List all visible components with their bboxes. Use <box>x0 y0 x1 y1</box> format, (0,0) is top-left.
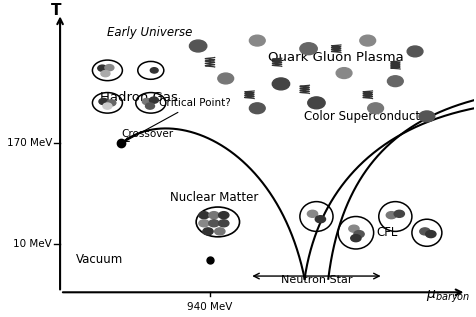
Circle shape <box>142 98 151 105</box>
Text: Crossover: Crossover <box>121 129 173 139</box>
Circle shape <box>307 210 317 217</box>
Circle shape <box>149 97 158 103</box>
Circle shape <box>315 216 325 223</box>
Circle shape <box>107 100 116 106</box>
Circle shape <box>353 230 363 238</box>
Circle shape <box>350 235 360 242</box>
Text: T: T <box>51 3 61 18</box>
Text: $\mu_{baryon}$: $\mu_{baryon}$ <box>425 289 469 305</box>
Text: Quark Gluon Plasma: Quark Gluon Plasma <box>268 50 403 63</box>
Circle shape <box>387 76 402 87</box>
Circle shape <box>98 65 107 71</box>
Circle shape <box>198 220 209 227</box>
Circle shape <box>299 43 317 55</box>
Circle shape <box>198 212 209 219</box>
Circle shape <box>214 228 225 235</box>
Text: Nuclear Matter: Nuclear Matter <box>169 191 258 204</box>
Text: CFL: CFL <box>376 226 397 239</box>
Circle shape <box>208 212 218 219</box>
Circle shape <box>418 111 434 122</box>
Circle shape <box>202 228 213 235</box>
Circle shape <box>150 68 158 73</box>
Circle shape <box>189 40 207 52</box>
Circle shape <box>386 212 396 219</box>
Circle shape <box>393 210 404 217</box>
Circle shape <box>419 228 429 235</box>
Text: Early Universe: Early Universe <box>107 26 192 39</box>
Circle shape <box>218 73 233 84</box>
Circle shape <box>367 103 383 114</box>
Circle shape <box>105 65 114 71</box>
Circle shape <box>307 97 325 109</box>
Text: Neutron Star: Neutron Star <box>280 275 351 285</box>
Circle shape <box>272 78 289 90</box>
Circle shape <box>101 70 109 77</box>
Circle shape <box>425 230 435 238</box>
Circle shape <box>407 46 422 57</box>
Text: Hadron Gas: Hadron Gas <box>100 91 178 104</box>
Circle shape <box>145 103 154 109</box>
Circle shape <box>208 220 218 227</box>
Circle shape <box>359 35 375 46</box>
Circle shape <box>218 212 228 219</box>
Text: 10 MeV: 10 MeV <box>13 239 52 249</box>
Circle shape <box>348 225 358 232</box>
Text: 170 MeV: 170 MeV <box>7 139 52 148</box>
Circle shape <box>144 68 152 73</box>
Circle shape <box>218 220 228 227</box>
Circle shape <box>249 103 265 114</box>
Circle shape <box>99 98 108 105</box>
Text: 940 MeV: 940 MeV <box>187 302 232 312</box>
Circle shape <box>249 35 265 46</box>
Text: Color Superconductor: Color Superconductor <box>303 110 431 123</box>
Circle shape <box>103 103 112 109</box>
Text: Vacuum: Vacuum <box>76 253 123 266</box>
Text: Critical Point?: Critical Point? <box>125 98 230 141</box>
Circle shape <box>336 68 351 79</box>
